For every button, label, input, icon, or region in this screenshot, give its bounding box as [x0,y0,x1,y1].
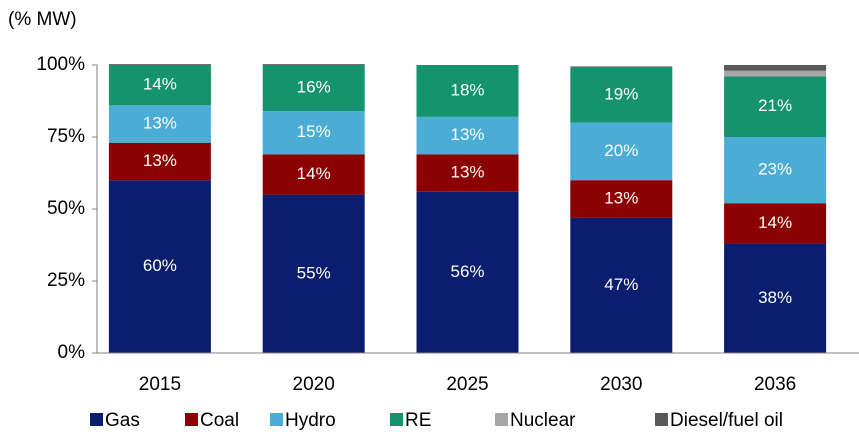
data-label: 13% [450,125,484,144]
data-label: 56% [450,262,484,281]
bar-segment [724,76,827,137]
bar-segment [108,180,211,353]
data-label: 13% [143,151,177,170]
x-tick-label: 2036 [754,374,796,395]
bar-segment [724,137,827,204]
x-tick-label: 2015 [139,374,181,395]
legend-label: Gas [105,410,140,431]
data-label: 13% [450,162,484,181]
data-label: 19% [604,85,638,104]
data-label: 60% [143,256,177,275]
bar-segment [724,70,827,77]
bar-segment [262,194,365,353]
data-label: 13% [604,188,638,207]
y-tick-label: 50% [47,198,85,219]
y-axis-label: (% MW) [8,9,77,30]
bar-segment [416,154,519,192]
bar-segment [724,65,827,71]
bar-segment [262,64,365,65]
x-tick-label: 2030 [600,374,642,395]
data-label: 55% [297,263,331,282]
data-label: 14% [297,164,331,183]
data-label: 47% [604,275,638,294]
bar-segment [108,64,211,65]
bar-segment [108,65,211,106]
bar-segment [570,66,673,68]
data-label: 18% [450,80,484,99]
legend-label: Diesel/fuel oil [670,410,783,431]
y-tick-label: 75% [47,126,85,147]
bar-segment [108,142,211,181]
y-tick-label: 0% [58,342,86,363]
data-label: 21% [758,96,792,115]
legend-swatch [495,413,508,426]
legend-label: Hydro [285,410,336,431]
bar-segment [262,111,365,155]
bar-segment [416,116,519,155]
data-label: 14% [758,213,792,232]
legend-swatch [270,413,283,426]
bar-segment [570,122,673,181]
bar-segment [570,67,673,123]
x-tick-label: 2025 [446,374,488,395]
data-label: 15% [297,122,331,141]
legend-label: RE [405,410,431,431]
y-tick-label: 100% [36,54,85,75]
x-tick-label: 2020 [293,374,335,395]
data-label: 13% [143,114,177,133]
legend-label: Nuclear [510,410,576,431]
data-label: 38% [758,288,792,307]
legend-swatch [390,413,403,426]
legend-label: Coal [200,410,239,431]
legend-swatch [90,413,103,426]
bar-segment [724,243,827,353]
legend-swatch [185,413,198,426]
data-label: 23% [758,160,792,179]
bar-segment [108,105,211,143]
data-label: 14% [143,75,177,94]
legend-swatch [655,413,668,426]
bar-segment [570,180,673,218]
data-label: 16% [297,78,331,97]
data-label: 20% [604,141,638,160]
bar-segment [570,217,673,353]
bar-segment [416,191,519,353]
bar-segment [724,203,827,244]
bar-segment [262,65,365,112]
bar-segment [416,65,519,117]
y-tick-label: 25% [47,270,85,291]
bar-segment [262,154,365,195]
